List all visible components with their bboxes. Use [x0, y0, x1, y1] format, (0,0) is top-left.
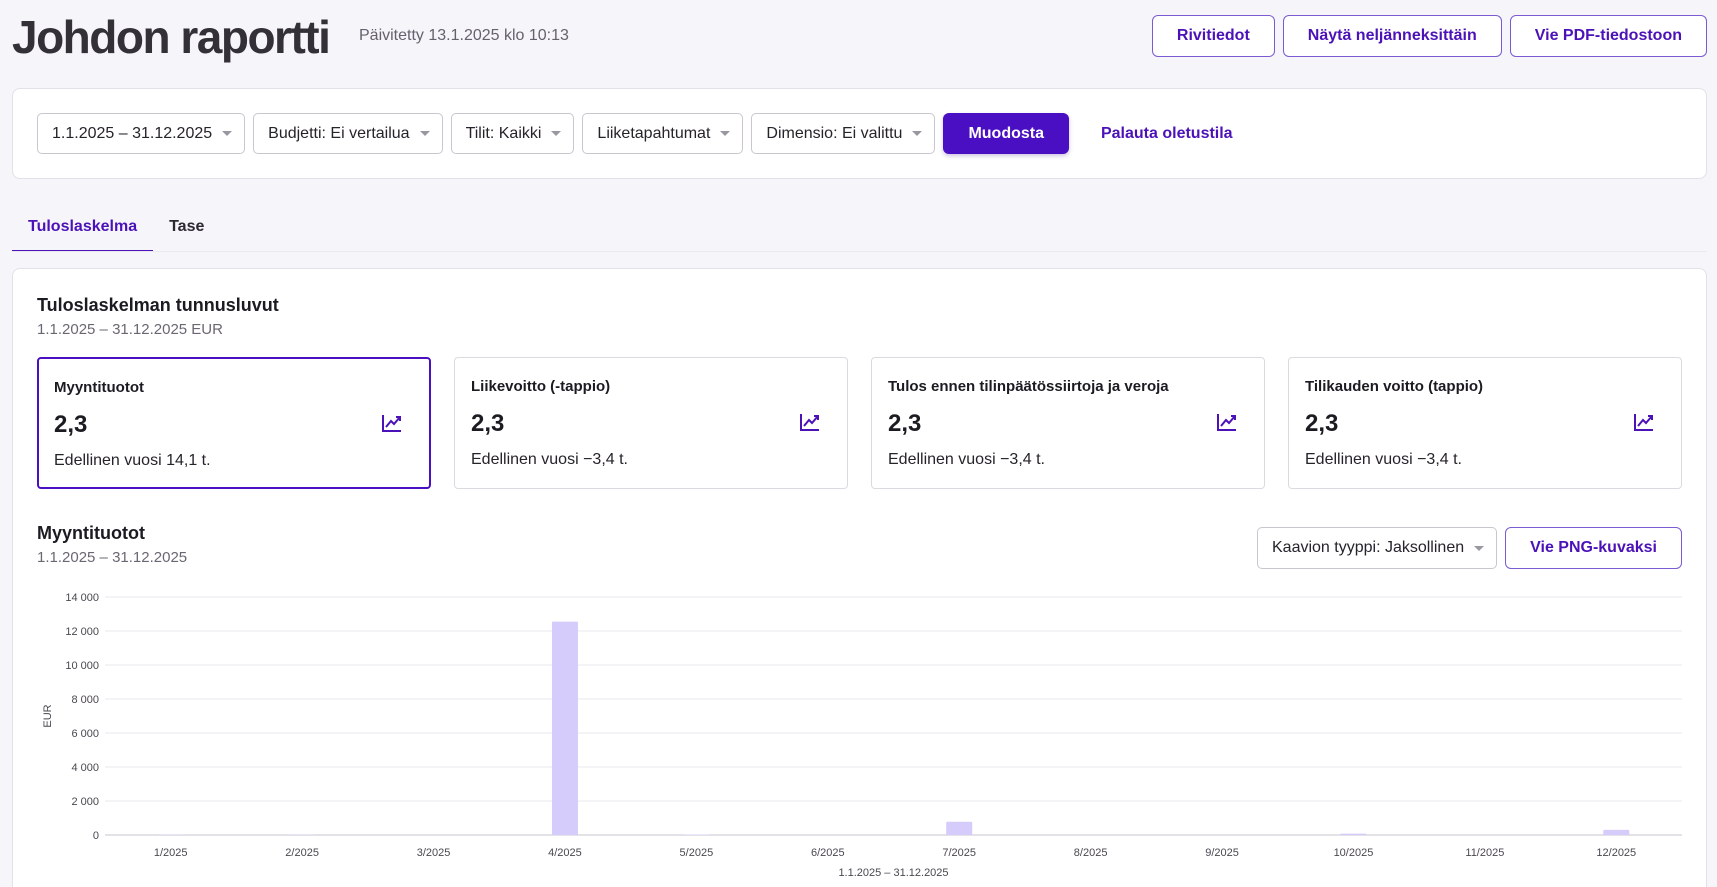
- accounts-value: Tilit: Kaikki: [465, 124, 542, 142]
- chevron-down-icon: [222, 131, 233, 136]
- kpi-label: Tilikauden voitto (tappio): [1305, 378, 1484, 395]
- x-axis-title: 1.1.2025 – 31.12.2025: [838, 867, 948, 879]
- dimension-select[interactable]: Dimensio: Ei valittu: [751, 113, 936, 154]
- row-details-button[interactable]: Rivitiedot: [1151, 15, 1275, 57]
- bar: [1340, 833, 1367, 835]
- chart-type-value: Kaavion tyyppi: Jaksollinen: [1272, 539, 1465, 556]
- kpi-previous-year: Edellinen vuosi −3,4 t.: [888, 451, 1045, 468]
- x-tick-label: 11/2025: [1465, 847, 1504, 859]
- bar: [683, 834, 710, 835]
- report-tabs: Tuloslaskelma Tase: [12, 208, 220, 252]
- kpi-value: 2,3: [888, 410, 922, 437]
- reset-defaults-link[interactable]: Palauta oletustila: [1100, 124, 1233, 142]
- kpi-card-profit-before-taxes[interactable]: Tulos ennen tilinpäätössiirtoja ja veroj…: [871, 357, 1265, 489]
- kpi-card-operating-profit[interactable]: Liikevoitto (-tappio) 2,3 Edellinen vuos…: [454, 357, 848, 489]
- transactions-select[interactable]: Liiketapahtumat: [582, 113, 744, 154]
- chevron-down-icon: [912, 131, 923, 136]
- x-tick-label: 5/2025: [680, 847, 714, 859]
- sales-bar-chart: 0 2 000 4 000 6 000 8 000 10 000 12 000 14 000 1…: [42, 592, 1682, 879]
- y-tick-label: 4 000: [71, 762, 99, 774]
- x-tick-label: 4/2025: [548, 847, 582, 859]
- kpi-section-subtitle: 1.1.2025 – 31.12.2025 EUR: [37, 321, 223, 338]
- kpi-card-sales[interactable]: Myyntituotot 2,3 Edellinen vuosi 14,1 t.: [37, 357, 431, 489]
- kpi-label: Tulos ennen tilinpäätössiirtoja ja veroj…: [888, 378, 1169, 395]
- export-pdf-button[interactable]: Vie PDF-tiedostoon: [1509, 15, 1707, 57]
- trend-chart-icon[interactable]: [799, 412, 821, 432]
- y-tick-label: 6 000: [71, 728, 99, 740]
- y-tick-label: 0: [93, 830, 99, 842]
- dimension-value: Dimensio: Ei valittu: [766, 124, 903, 142]
- y-tick-label: 8 000: [71, 694, 99, 706]
- page-title: Johdon raportti: [12, 11, 331, 63]
- export-png-button[interactable]: Vie PNG-kuvaksi: [1505, 527, 1682, 569]
- x-tick-label: 9/2025: [1205, 847, 1239, 859]
- chevron-down-icon: [551, 131, 562, 136]
- bar: [551, 621, 578, 835]
- tabs-divider: [12, 251, 1707, 252]
- tab-balance-sheet[interactable]: Tase: [169, 218, 205, 235]
- trend-chart-icon[interactable]: [381, 413, 403, 433]
- date-range-value: 1.1.2025 – 31.12.2025: [52, 124, 213, 142]
- budget-value: Budjetti: Ei vertailua: [268, 124, 410, 142]
- x-tick-label: 1/2025: [154, 847, 188, 859]
- chevron-down-icon: [419, 131, 430, 136]
- chart-subtitle: 1.1.2025 – 31.12.2025: [37, 549, 188, 566]
- filter-row: 1.1.2025 – 31.12.2025 Budjetti: Ei verta…: [37, 113, 1233, 154]
- filter-bar: 1.1.2025 – 31.12.2025 Budjetti: Ei verta…: [12, 88, 1707, 179]
- chevron-down-icon: [1474, 545, 1485, 551]
- chart-type-select[interactable]: Kaavion tyyppi: Jaksollinen: [1257, 527, 1498, 569]
- x-tick-label: 6/2025: [811, 847, 845, 859]
- kpi-previous-year: Edellinen vuosi 14,1 t.: [54, 452, 211, 469]
- chevron-down-icon: [720, 131, 731, 136]
- kpi-section-title: Tuloslaskelman tunnusluvut: [37, 295, 279, 315]
- chart-title: Myyntituotot: [37, 523, 145, 543]
- kpi-value: 2,3: [471, 410, 505, 437]
- header-actions: Rivitiedot Näytä neljänneksittäin Vie PD…: [1151, 15, 1707, 57]
- kpi-value: 2,3: [1305, 410, 1339, 437]
- y-tick-label: 12 000: [65, 626, 99, 638]
- report-card: Tuloslaskelman tunnusluvut 1.1.2025 – 31…: [12, 268, 1707, 887]
- tab-income-statement[interactable]: Tuloslaskelma: [12, 208, 154, 252]
- y-tick-label: 10 000: [65, 660, 99, 672]
- kpi-label: Myyntituotot: [54, 379, 144, 396]
- y-tick-label: 2 000: [71, 796, 99, 808]
- show-quarterly-button[interactable]: Näytä neljänneksittäin: [1282, 15, 1502, 57]
- y-tick-label: 14 000: [65, 592, 99, 604]
- kpi-previous-year: Edellinen vuosi −3,4 t.: [471, 451, 628, 468]
- page-header: Johdon raportti Päivitetty 13.1.2025 klo…: [12, 0, 1707, 80]
- chart-actions: Kaavion tyyppi: Jaksollinen Vie PNG-kuva…: [1257, 527, 1682, 569]
- generate-button[interactable]: Muodosta: [943, 113, 1069, 154]
- bar: [946, 821, 973, 835]
- trend-chart-icon[interactable]: [1633, 412, 1655, 432]
- budget-select[interactable]: Budjetti: Ei vertailua: [253, 113, 443, 154]
- kpi-card-net-profit[interactable]: Tilikauden voitto (tappio) 2,3 Edellinen…: [1288, 357, 1682, 489]
- x-tick-label: 12/2025: [1596, 847, 1636, 859]
- x-tick-label: 8/2025: [1074, 847, 1108, 859]
- updated-timestamp: Päivitetty 13.1.2025 klo 10:13: [359, 27, 569, 44]
- x-tick-label: 3/2025: [417, 847, 451, 859]
- x-tick-label: 7/2025: [942, 847, 976, 859]
- date-range-select[interactable]: 1.1.2025 – 31.12.2025: [37, 113, 246, 154]
- kpi-cards: Myyntituotot 2,3 Edellinen vuosi 14,1 t.…: [37, 357, 1682, 489]
- x-tick-label: 2/2025: [285, 847, 319, 859]
- kpi-label: Liikevoitto (-tappio): [471, 378, 611, 395]
- kpi-previous-year: Edellinen vuosi −3,4 t.: [1305, 451, 1462, 468]
- kpi-value: 2,3: [54, 411, 88, 438]
- y-axis-title: EUR: [42, 704, 54, 727]
- x-tick-label: 10/2025: [1334, 847, 1374, 859]
- trend-chart-icon[interactable]: [1216, 412, 1238, 432]
- transactions-value: Liiketapahtumat: [597, 124, 711, 142]
- bar: [1603, 829, 1630, 835]
- accounts-select[interactable]: Tilit: Kaikki: [450, 113, 575, 154]
